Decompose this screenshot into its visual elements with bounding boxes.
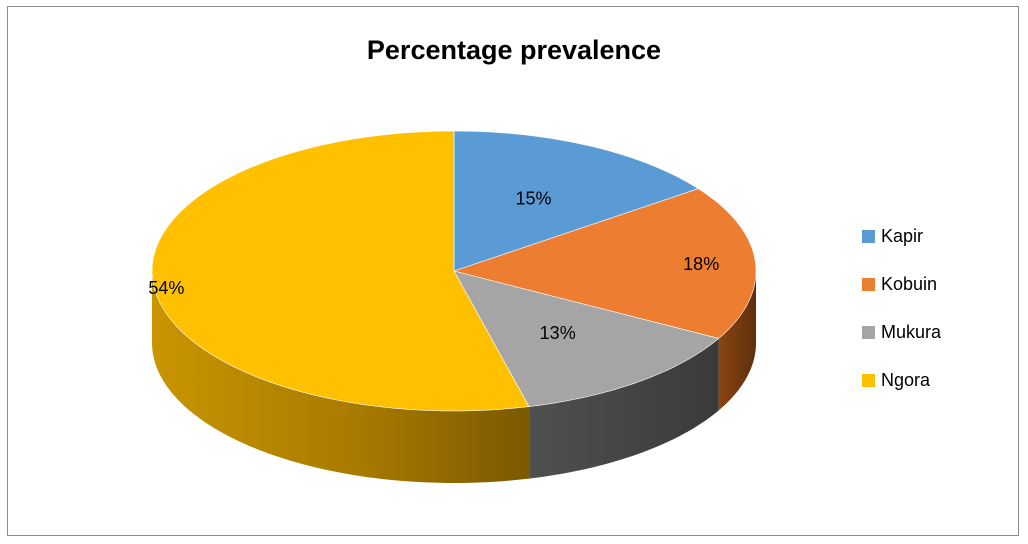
pie-slice-ngora (151, 130, 530, 412)
legend-swatch-kobuin (862, 277, 875, 291)
legend-item-ngora: Ngora (862, 356, 941, 404)
pie-chart: 15% 18% 13% 54% (148, 130, 757, 483)
chart-frame: Percentage prevalence 15% 18% 13% 54% Kapir… (7, 6, 1019, 536)
legend-label-ngora: Ngora (881, 369, 931, 390)
chart-title: Percentage prevalence (366, 35, 662, 65)
pie-side-ngora (152, 271, 530, 483)
legend-label-kobuin: Kobuin (881, 273, 938, 294)
legend: Kapir Kobuin Mukura Ngora (862, 212, 941, 404)
pie-side-mukura (529, 338, 719, 479)
data-label-kobuin: 18% (683, 254, 719, 274)
data-label-ngora: 54% (148, 278, 184, 298)
data-label-kapir: 15% (515, 189, 551, 209)
pie-slice-kobuin (452, 188, 757, 339)
pie-slice-mukura (453, 270, 720, 407)
legend-item-kobuin: Kobuin (862, 260, 941, 308)
legend-swatch-kapir (862, 229, 875, 243)
legend-label-mukura: Mukura (881, 321, 942, 342)
legend-item-mukura: Mukura (862, 308, 941, 356)
data-label-mukura: 13% (540, 323, 576, 343)
legend-label-kapir: Kapir (881, 225, 924, 246)
legend-swatch-ngora (862, 373, 875, 387)
legend-item-kapir: Kapir (862, 212, 941, 260)
pie-slice-kapir (453, 130, 700, 272)
legend-swatch-mukura (862, 325, 875, 339)
